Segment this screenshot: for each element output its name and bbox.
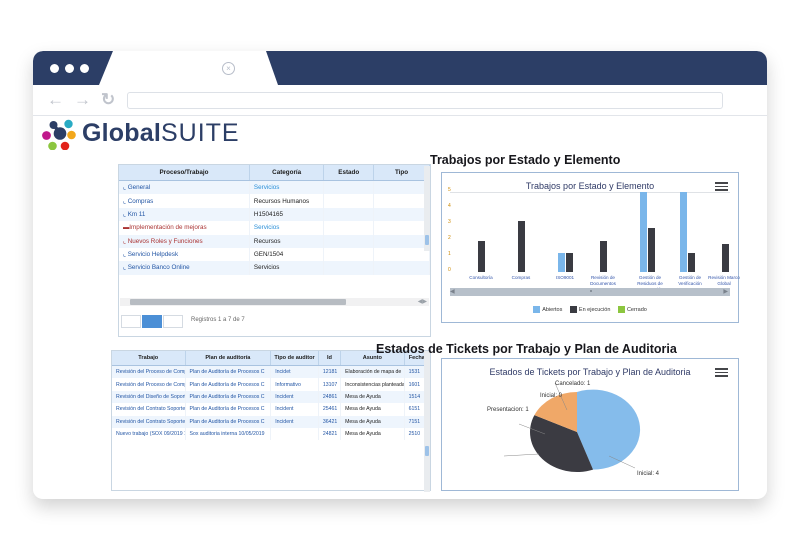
svg-text:Presentacion: 1: Presentacion: 1 <box>487 407 529 413</box>
svg-text:Inicial: 4: Inicial: 4 <box>637 471 660 477</box>
svg-text:Inicial: 0: Inicial: 0 <box>540 393 563 399</box>
svg-text:Cancelado: 1: Cancelado: 1 <box>555 381 591 387</box>
